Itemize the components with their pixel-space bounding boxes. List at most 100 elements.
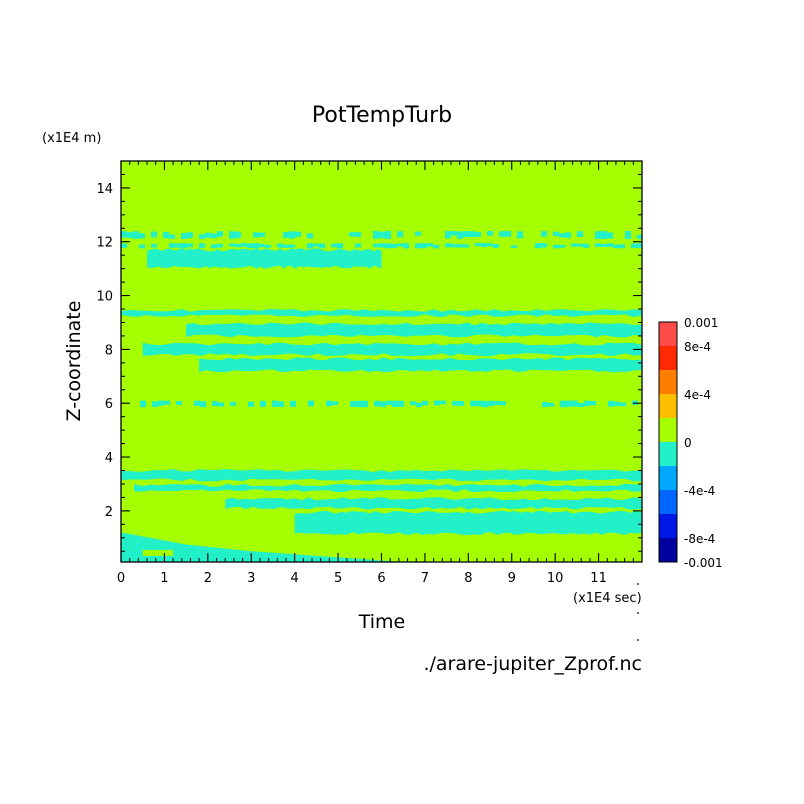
colorbar-segment xyxy=(659,514,677,538)
contour-cell xyxy=(583,243,589,248)
y-tick-label: 6 xyxy=(105,397,113,412)
contour-cell xyxy=(625,230,631,240)
marker-dot xyxy=(637,583,639,585)
contour-cell xyxy=(349,232,355,237)
contour-cell xyxy=(637,243,642,249)
contour-cell xyxy=(331,243,337,248)
contour-cell xyxy=(542,401,549,407)
contour-cell xyxy=(415,243,421,249)
contour-cell xyxy=(541,243,547,248)
y-tick-label: 2 xyxy=(105,505,113,520)
y-tick-label: 14 xyxy=(96,182,113,197)
contour-band-shape xyxy=(142,342,642,357)
contour-cell xyxy=(614,401,621,407)
contour-cell xyxy=(559,244,565,248)
contour-band xyxy=(186,322,642,338)
contour-field xyxy=(121,230,642,562)
contour-cell xyxy=(355,232,361,238)
marker-dot xyxy=(637,612,639,614)
contour-cell xyxy=(397,243,403,247)
contour-cell xyxy=(283,232,289,238)
contour-band-shape xyxy=(186,322,642,338)
contour-band xyxy=(121,243,642,249)
contour-cell xyxy=(410,401,417,406)
contour-cell xyxy=(559,233,565,238)
contour-cell xyxy=(458,401,465,406)
chart-title: PotTempTurb xyxy=(312,103,452,128)
contour-cell xyxy=(499,231,505,237)
colorbar-segment xyxy=(659,442,677,466)
contour-cell xyxy=(211,244,217,249)
contour-cell xyxy=(631,243,637,249)
contour-cell xyxy=(290,400,297,407)
contour-band xyxy=(134,483,642,493)
x-tick-label: 6 xyxy=(377,571,385,586)
contour-cell xyxy=(421,243,427,249)
contour-cell xyxy=(289,244,295,248)
contour-cell xyxy=(259,243,265,248)
contour-cell xyxy=(457,244,463,248)
contour-cell xyxy=(451,244,457,248)
contour-cell xyxy=(595,231,601,239)
contour-cell xyxy=(277,243,283,248)
x-tick-label: 8 xyxy=(464,571,472,586)
contour-band-shape xyxy=(147,248,382,269)
contour-cell xyxy=(229,231,235,239)
colorbar-segment xyxy=(659,322,677,346)
contour-cell xyxy=(607,232,613,239)
y-axis-label: Z-coordinate xyxy=(63,301,85,422)
contour-cell xyxy=(139,233,145,239)
contour-cell xyxy=(139,244,145,249)
contour-cell xyxy=(175,243,181,248)
colorbar-segment xyxy=(659,370,677,394)
contour-cell xyxy=(350,401,357,407)
colorbar-label: 4e-4 xyxy=(684,388,711,402)
contour-cell xyxy=(163,231,169,239)
contour-cell xyxy=(403,243,409,249)
contour-cell xyxy=(295,231,301,237)
contour-cell xyxy=(608,400,615,407)
contour-cell xyxy=(247,243,253,249)
contour-cell xyxy=(422,400,429,406)
contour-cell xyxy=(613,244,619,249)
contour-cell xyxy=(176,401,183,405)
contour-cell xyxy=(133,231,139,239)
y-tick-label: 10 xyxy=(96,290,113,305)
contour-cell xyxy=(560,400,567,408)
contour-cell xyxy=(397,231,403,238)
colorbar-label: -0.001 xyxy=(684,556,723,570)
contour-band xyxy=(225,497,642,510)
contour-cell xyxy=(637,234,642,239)
contour-cell xyxy=(362,400,369,408)
contour-band xyxy=(121,309,642,318)
contour-cell xyxy=(260,400,267,407)
x-axis: 0 1 2 3 4 5 6 7 8 9 10 11 xyxy=(117,161,634,586)
x-tick-label: 11 xyxy=(590,571,607,586)
contour-cell xyxy=(392,400,399,408)
contour-cell xyxy=(548,402,555,407)
contour-cell xyxy=(445,243,451,248)
contour-cell xyxy=(199,243,205,248)
colorbar-label: 0.001 xyxy=(684,316,718,330)
contour-cell xyxy=(211,233,217,239)
contour-cell xyxy=(577,243,583,247)
contour-band xyxy=(142,342,642,357)
y-axis: 2 4 6 8 10 12 14 xyxy=(96,173,642,552)
y-tick-label: 8 xyxy=(105,343,113,358)
colorbar-segment xyxy=(659,346,677,370)
contour-cell xyxy=(332,401,339,406)
contour-cell xyxy=(308,400,315,407)
x-tick-label: 5 xyxy=(334,571,342,586)
contour-cell xyxy=(283,244,289,248)
contour-cell xyxy=(151,243,157,248)
contour-cell xyxy=(494,400,501,405)
y-tick-label: 4 xyxy=(105,451,113,466)
contour-cell xyxy=(259,232,265,237)
contour-cell xyxy=(488,400,495,407)
contour-cell xyxy=(121,231,127,238)
y-unit-label: (x1E4 m) xyxy=(42,131,101,146)
contour-cell xyxy=(415,231,421,236)
colorbar-label: -4e-4 xyxy=(684,484,715,498)
contour-cell xyxy=(278,401,285,407)
colorbar-segment xyxy=(659,490,677,514)
